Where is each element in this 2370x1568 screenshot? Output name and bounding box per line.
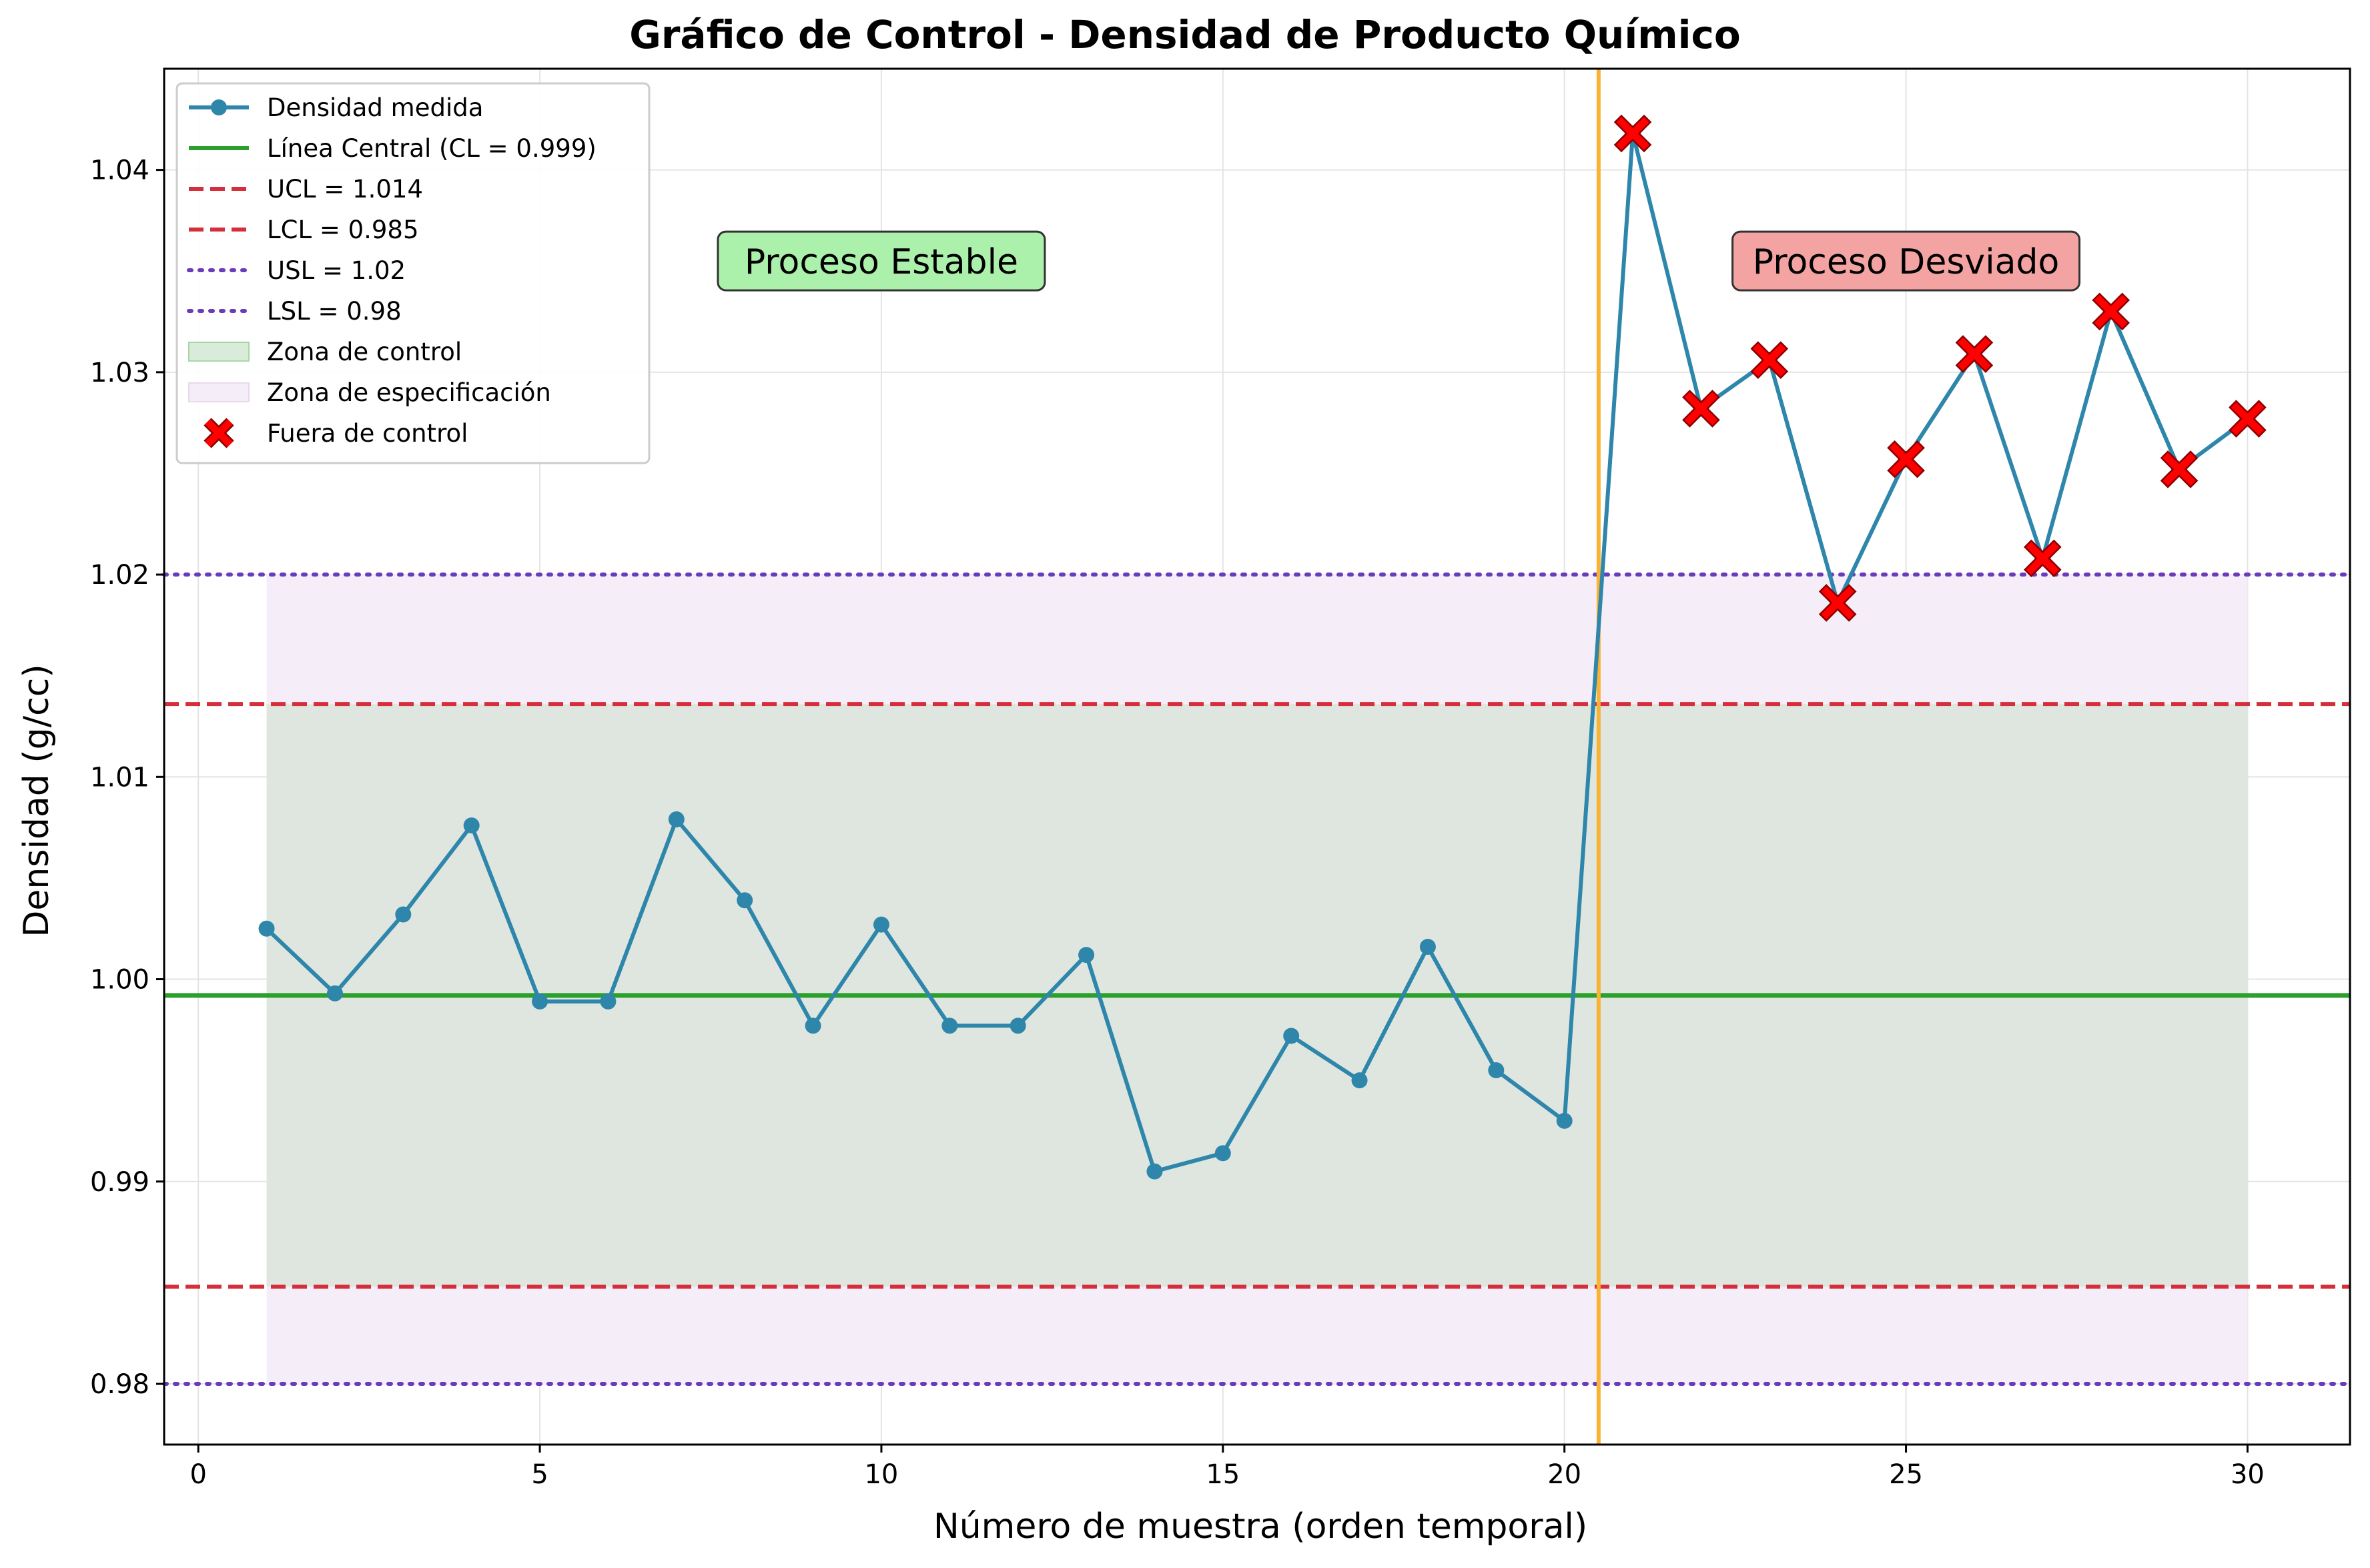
reference-lines (162, 69, 2352, 1445)
data-point-3 (395, 906, 412, 923)
out-of-control-marker-22 (1682, 390, 1720, 428)
data-point-15 (1214, 1145, 1231, 1162)
annotation-box-0 (717, 230, 1046, 292)
data-point-20 (1556, 1112, 1573, 1129)
legend-swatch-x (205, 419, 233, 447)
out-of-control-marker-30 (2229, 400, 2267, 438)
data-point-5 (532, 993, 548, 1010)
x-tick-label-1: 5 (531, 1459, 548, 1490)
legend-item-4: USL = 1.02 (187, 256, 406, 285)
legend-label-6: Zona de control (267, 338, 462, 366)
marker-fill (2094, 295, 2128, 328)
data-point-19 (1488, 1062, 1505, 1079)
y-tick-label-2: 1.00 (90, 965, 149, 996)
out-of-control-marker-26 (1955, 335, 1994, 373)
out-of-control-marker-24 (1818, 584, 1857, 622)
data-point-7 (668, 811, 685, 828)
legend-label-4: USL = 1.02 (267, 256, 406, 285)
marker-fill (1958, 337, 1991, 371)
legend-label-0: Densidad medida (267, 93, 483, 122)
out-of-control-marker-28 (2092, 292, 2130, 331)
legend-item-3: LCL = 0.985 (189, 216, 419, 244)
data-point-8 (737, 892, 753, 909)
marker-fill (1889, 442, 1923, 476)
legend-item-0: Densidad medida (189, 93, 483, 122)
data-point-4 (463, 817, 480, 834)
annotation-text-1: Proceso Desviado (1753, 242, 2060, 282)
y-axis-label: Densidad (g/cc) (17, 664, 57, 937)
y-tick-label-1: 0.99 (90, 1167, 149, 1198)
x-tick-label-2: 10 (864, 1459, 898, 1490)
data-point-10 (873, 916, 889, 933)
data-point-13 (1078, 947, 1095, 963)
x-tick-label-0: 0 (189, 1459, 206, 1490)
legend-item-5: LSL = 0.98 (187, 297, 402, 326)
out-of-control-marker-27 (2023, 539, 2062, 578)
legend-item-6: Zona de control (188, 338, 462, 366)
legend-box (175, 82, 651, 464)
x-tick-label-6: 30 (2231, 1459, 2265, 1490)
data-point-2 (326, 985, 343, 1002)
data-point-17 (1351, 1072, 1368, 1089)
legend-label-5: LSL = 0.98 (267, 297, 402, 326)
series-layer (258, 114, 2267, 1180)
legend-item-1: Línea Central (CL = 0.999) (189, 134, 597, 163)
data-point-6 (600, 993, 617, 1010)
marker-fill (1616, 117, 1649, 150)
marker-fill (1821, 586, 1854, 620)
data-point-16 (1283, 1028, 1300, 1044)
marker-fill (2162, 452, 2196, 486)
legend: Densidad medida Línea Central (CL = 0.999… (175, 82, 651, 464)
marker-fill (2231, 402, 2265, 436)
annotations: Proceso Estable Proceso Desviado (717, 230, 2081, 292)
legend-item-8: Fuera de control (204, 418, 468, 448)
y-tick-label-6: 1.04 (90, 155, 149, 186)
x-tick-label-5: 25 (1889, 1459, 1923, 1490)
marker-fill (1684, 392, 1718, 426)
legend-label-8: Fuera de control (267, 419, 468, 448)
out-of-control-marker-23 (1750, 341, 1789, 379)
axes: 0 5 10 15 20 25 30 0.98 0.99 1.00 1.01 1.02 1.03 1.04 (90, 67, 2351, 1490)
x-axis-label: Número de muestra (orden temporal) (933, 1507, 1587, 1547)
y-tick-label-3: 1.01 (90, 762, 149, 793)
data-point-12 (1010, 1018, 1026, 1034)
y-tick-label-0: 0.98 (90, 1369, 149, 1400)
data-point-18 (1419, 939, 1436, 955)
out-of-control-marker-21 (1613, 114, 1652, 153)
legend-swatch-marker (211, 99, 227, 115)
zones (266, 574, 2248, 1385)
x-tick-label-4: 20 (1547, 1459, 1581, 1490)
legend-label-2: UCL = 1.014 (267, 175, 423, 204)
data-point-14 (1146, 1163, 1163, 1180)
marker-fill (2026, 542, 2060, 575)
plot-frame (163, 67, 2351, 1446)
annotation-box-1 (1731, 230, 2081, 292)
chart-title: Gráfico de Control - Densidad de Product… (629, 12, 1741, 57)
y-tick-label-4: 1.02 (90, 560, 149, 591)
annotation-text-0: Proceso Estable (745, 242, 1018, 282)
legend-swatch-patch (188, 342, 250, 362)
legend-label-7: Zona de especificación (267, 378, 551, 407)
legend-label-1: Línea Central (CL = 0.999) (267, 134, 597, 163)
legend-item-2: UCL = 1.014 (189, 175, 423, 204)
x-tick-label-3: 15 (1206, 1459, 1240, 1490)
data-point-9 (805, 1018, 821, 1034)
legend-swatch-patch (188, 382, 250, 402)
legend-item-7: Zona de especificación (188, 378, 551, 407)
y-tick-label-5: 1.03 (90, 358, 149, 388)
out-of-control-marker-29 (2160, 450, 2199, 488)
out-of-control-marker-25 (1887, 440, 1925, 478)
data-point-11 (941, 1018, 958, 1034)
marker-fill (1753, 343, 1786, 377)
data-point-1 (258, 920, 275, 937)
legend-label-3: LCL = 0.985 (267, 216, 419, 244)
